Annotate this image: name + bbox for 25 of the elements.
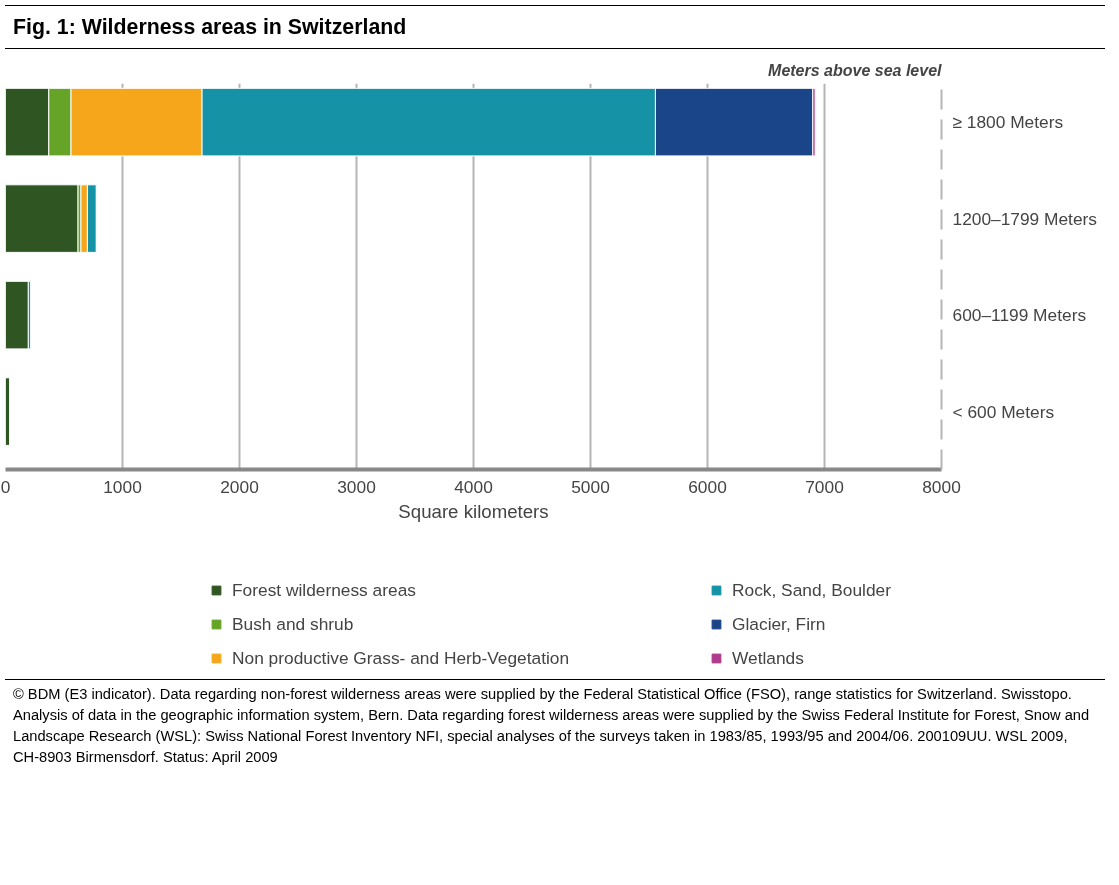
- y-tick-label: 1200–1799 Meters: [952, 209, 1098, 230]
- y-tick-label: < 600 Meters: [952, 402, 1055, 423]
- legend-label: Non productive Grass- and Herb-Vegetation: [232, 647, 570, 669]
- x-tick-label: 1000: [103, 476, 142, 497]
- text: © BDM (E3 indicator). Data regarding non-forest wilderness areas were supplied by the Federal Statistical Office (FSO), range statistics for Switzerland. Swisstopo. Analysis of data in the geographic information system, Bern. Data regarding forest wilderness areas were supplied by the Swiss Federal Institute for Forest, Snow and Landscape Research (WSL): Swiss National Forest Inventory NFI, special analyses of the surveys taken in 1983/85, 1993/95 and 2004/06. 200109UU. WSL 2009, CH-8903 Birmensdorf. Status: April 2009: [13, 685, 1091, 768]
- x-tick-label: 5000: [571, 476, 610, 497]
- x-tick-label: 8000: [922, 476, 961, 497]
- y-tick-label: ≥ 1800 Meters: [952, 112, 1064, 133]
- bar: [5, 184, 79, 254]
- y-tick-label: 600–1199 Meters: [952, 305, 1087, 326]
- x-tick-label: 4000: [454, 476, 493, 497]
- x-tick-label: 0: [0, 476, 11, 497]
- x-tick-label: 7000: [805, 476, 844, 497]
- x-axis-title: Square kilometers: [398, 500, 549, 522]
- bar: [5, 281, 29, 350]
- x-tick-label: 3000: [337, 476, 376, 497]
- legend-label: Bush and shrub: [232, 613, 354, 635]
- chart-title: Fig. 1: Wilderness areas in Switzerland: [13, 15, 407, 39]
- x-tick-label: 6000: [688, 476, 727, 497]
- legend-label: Glacier, Firn: [732, 613, 826, 635]
- legend-label: Wetlands: [732, 647, 804, 669]
- x-tick-label: 2000: [220, 476, 259, 497]
- legend-label: Rock, Sand, Boulder: [732, 579, 891, 601]
- y-axis-title: Meters above sea level: [768, 61, 943, 79]
- legend-label: Forest wilderness areas: [232, 579, 416, 601]
